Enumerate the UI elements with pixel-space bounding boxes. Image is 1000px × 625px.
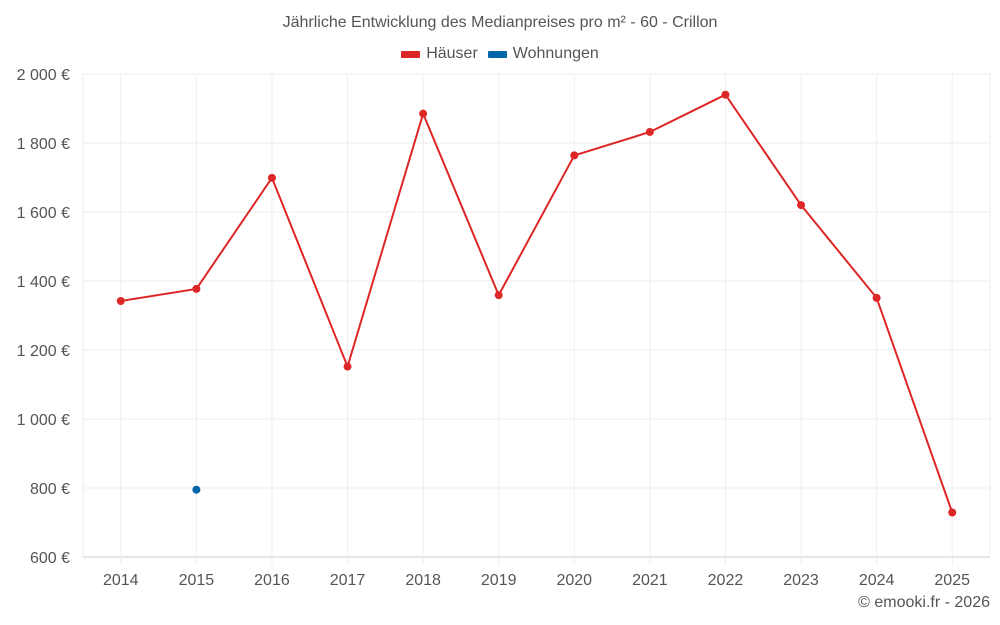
x-tick-label: 2014 <box>103 572 139 589</box>
data-point[interactable] <box>267 173 276 182</box>
y-tick-label: 1 600 € <box>17 205 70 222</box>
data-point[interactable] <box>797 201 806 210</box>
y-tick-label: 1 400 € <box>17 274 70 291</box>
y-tick-label: 600 € <box>30 550 70 567</box>
y-tick-label: 1 000 € <box>17 412 70 429</box>
x-tick-label: 2021 <box>632 572 668 589</box>
x-tick-label: 2016 <box>254 572 290 589</box>
x-tick-label: 2018 <box>405 572 441 589</box>
legend-swatch-haeuser <box>401 50 421 58</box>
data-point[interactable] <box>645 127 654 136</box>
data-point[interactable] <box>872 293 881 302</box>
legend-item-haeuser[interactable]: Häuser <box>401 45 478 63</box>
x-tick-label: 2015 <box>179 572 215 589</box>
data-point[interactable] <box>192 485 201 494</box>
x-tick-label: 2025 <box>934 572 970 589</box>
data-point[interactable] <box>192 284 201 293</box>
y-tick-label: 2 000 € <box>17 67 70 84</box>
y-axis: 600 € 800 € 1 000 € 1 200 € 1 400 € 1 600 € 1 … <box>17 67 70 567</box>
y-tick-label: 1 200 € <box>17 343 70 360</box>
legend-label-haeuser: Häuser <box>426 45 478 62</box>
copyright-credit: © emooki.fr - 2026 <box>858 594 990 611</box>
legend-swatch-wohnungen <box>487 50 507 58</box>
data-point[interactable] <box>343 362 352 371</box>
legend-label-wohnungen: Wohnungen <box>512 45 599 62</box>
x-axis: 2014 2015 2016 2017 2018 2019 2020 2021 2022 2023… <box>103 572 970 589</box>
data-point[interactable] <box>494 291 503 300</box>
data-point[interactable] <box>419 109 428 118</box>
x-tick-label: 2023 <box>783 572 819 589</box>
series-line <box>120 93 954 513</box>
legend-item-wohnungen[interactable]: Wohnungen <box>487 45 599 63</box>
x-tick-label: 2019 <box>481 572 517 589</box>
grid-lines <box>82 73 991 565</box>
data-point[interactable] <box>948 508 957 517</box>
x-tick-label: 2024 <box>859 572 895 589</box>
data-series <box>116 90 957 517</box>
y-tick-label: 1 800 € <box>17 136 70 153</box>
data-point[interactable] <box>570 151 579 160</box>
x-tick-label: 2022 <box>708 572 744 589</box>
chart-title: Jährliche Entwicklung des Medianpreises … <box>282 14 718 31</box>
data-point[interactable] <box>116 297 125 306</box>
x-tick-label: 2020 <box>556 572 592 589</box>
x-tick-label: 2017 <box>330 572 366 589</box>
chart-legend: Häuser Wohnungen <box>0 45 1000 63</box>
data-point[interactable] <box>721 90 730 99</box>
y-tick-label: 800 € <box>30 481 70 498</box>
